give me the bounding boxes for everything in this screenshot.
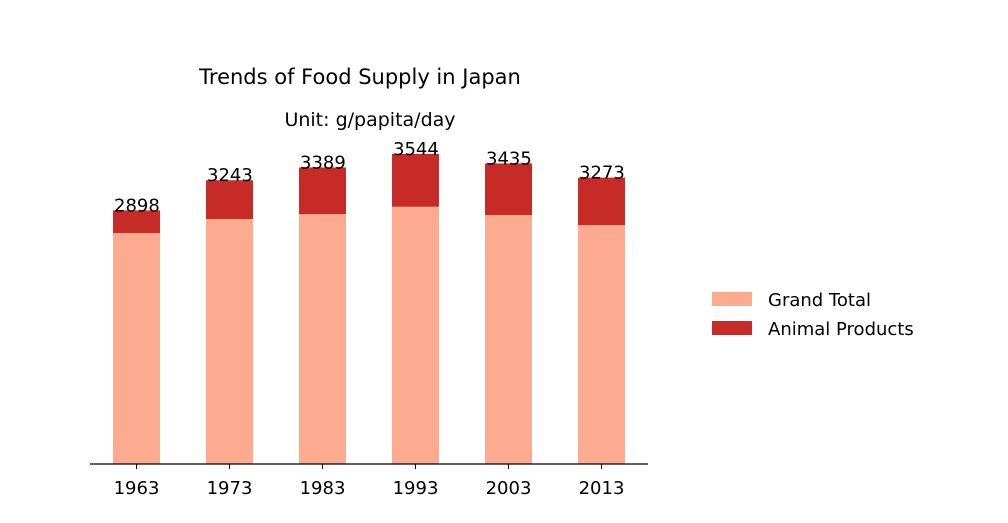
data-label-1973: 3243 — [207, 165, 253, 186]
chart-subtitle: Unit: g/papita/day — [284, 109, 455, 131]
legend-label-2: Animal Products — [768, 319, 914, 340]
data-label-1993: 3544 — [393, 139, 439, 160]
bar-1983-series-1 — [299, 214, 346, 464]
bars-group — [113, 153, 625, 464]
data-label-2013: 3273 — [579, 163, 625, 184]
bar-2003-series-1 — [485, 215, 532, 464]
x-ticks-group: 1963 1973 1983 1993 2003 2013 — [114, 464, 625, 499]
legend: Grand Total Animal Products — [712, 290, 914, 340]
bar-1993-series-2 — [392, 153, 439, 207]
x-tick-label-1983: 1983 — [300, 478, 346, 499]
legend-swatch-1 — [712, 292, 752, 306]
bar-1973-series-2 — [206, 180, 253, 219]
bar-1973-series-1 — [206, 219, 253, 464]
bar-2013-series-1 — [578, 225, 625, 464]
x-tick-label-1973: 1973 — [207, 478, 253, 499]
bar-1983-series-2 — [299, 167, 346, 215]
bar-1963-series-2 — [113, 210, 160, 233]
bar-1963-series-1 — [113, 233, 160, 464]
data-label-1963: 2898 — [114, 195, 160, 216]
chart-title: Trends of Food Supply in Japan — [198, 65, 521, 89]
x-tick-label-1993: 1993 — [393, 478, 439, 499]
x-tick-label-2003: 2003 — [486, 478, 532, 499]
data-label-1983: 3389 — [300, 152, 346, 173]
bar-2003-series-2 — [485, 163, 532, 216]
data-label-2003: 3435 — [486, 148, 532, 169]
bar-1993-series-1 — [392, 206, 439, 464]
x-tick-label-1963: 1963 — [114, 478, 160, 499]
data-labels-group: 2898 3243 3389 3544 3435 3273 — [114, 139, 625, 217]
x-tick-label-2013: 2013 — [579, 478, 625, 499]
bar-2013-series-2 — [578, 177, 625, 226]
legend-label-1: Grand Total — [768, 290, 871, 311]
legend-swatch-2 — [712, 321, 752, 335]
